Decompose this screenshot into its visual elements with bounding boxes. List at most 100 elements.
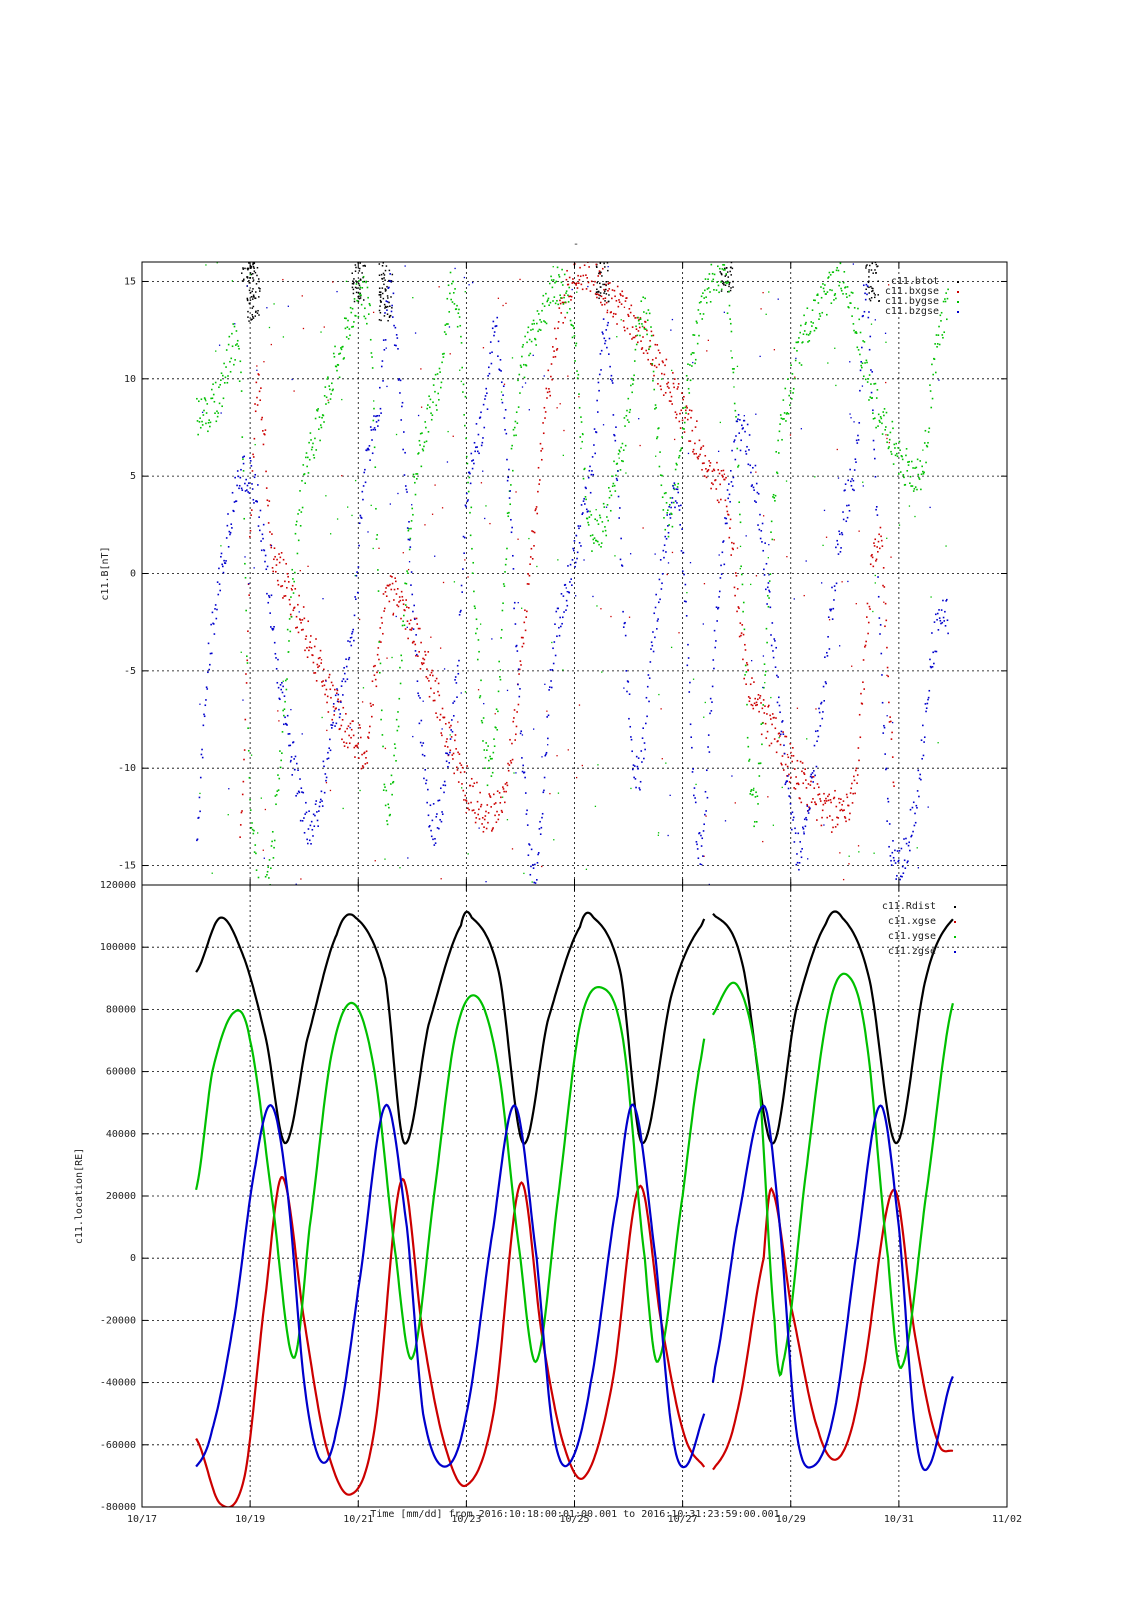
- data-point: [621, 290, 624, 293]
- data-point: [573, 540, 576, 542]
- data-point: [790, 751, 792, 754]
- data-point: [534, 882, 537, 884]
- data-point: [389, 273, 391, 275]
- data-point: [391, 576, 393, 578]
- data-point: [652, 631, 654, 633]
- data-point: [713, 273, 716, 276]
- data-point: [239, 836, 241, 838]
- data-point: [849, 812, 851, 815]
- data-point: [384, 269, 387, 272]
- data-point: [567, 301, 570, 303]
- data-point: [530, 547, 533, 550]
- data-point: [755, 501, 757, 504]
- data-point: [764, 705, 766, 707]
- data-point: [767, 605, 770, 608]
- data-point: [907, 860, 909, 863]
- data-point: [395, 760, 397, 762]
- data-point: [650, 648, 652, 650]
- data-point: [376, 653, 379, 656]
- data-point: [624, 444, 627, 447]
- data-point: [331, 718, 334, 721]
- data-point: [670, 400, 672, 403]
- data-point: [357, 742, 359, 745]
- data-point: [637, 768, 639, 770]
- data-point: [759, 762, 762, 764]
- data-point: [251, 483, 253, 485]
- data-point: [363, 315, 366, 318]
- data-point: [450, 736, 453, 738]
- data-point: [570, 578, 572, 580]
- data-point: [266, 307, 268, 309]
- data-point: [242, 224, 244, 226]
- data-point: [751, 484, 753, 486]
- data-point: [717, 265, 719, 268]
- data-point: [404, 451, 406, 454]
- data-point: [378, 263, 381, 265]
- data-point: [350, 736, 352, 739]
- data-point: [940, 622, 942, 625]
- data-point: [630, 736, 632, 738]
- data-point: [705, 769, 708, 772]
- data-point: [419, 444, 421, 446]
- data-point: [927, 441, 929, 444]
- data-point: [660, 378, 663, 380]
- data-point: [737, 413, 740, 416]
- data-point: [766, 641, 768, 644]
- data-point: [505, 558, 508, 560]
- data-point: [482, 437, 484, 439]
- data-point: [861, 366, 863, 369]
- data-point: [510, 762, 513, 764]
- data-point: [620, 446, 622, 449]
- data-point: [726, 282, 728, 285]
- data-point: [631, 750, 633, 753]
- data-point: [866, 247, 868, 249]
- data-point: [711, 701, 713, 703]
- data-point: [218, 402, 221, 405]
- data-point: [453, 303, 456, 305]
- data-point: [385, 300, 388, 302]
- data-point: [843, 816, 846, 818]
- data-point: [497, 818, 500, 821]
- data-point: [518, 373, 521, 376]
- data-point: [386, 285, 388, 288]
- data-point: [314, 417, 317, 420]
- data-point: [600, 542, 603, 544]
- data-point: [444, 723, 447, 725]
- data-point: [419, 667, 422, 670]
- data-point: [381, 287, 384, 289]
- data-point: [524, 609, 526, 612]
- data-point: [438, 799, 441, 802]
- data-point: [323, 421, 325, 423]
- data-point: [704, 813, 706, 816]
- data-point: [240, 468, 242, 471]
- data-point: [359, 514, 362, 517]
- data-point: [301, 479, 303, 482]
- data-point: [294, 588, 297, 590]
- data-point: [251, 488, 254, 490]
- data-point: [723, 282, 725, 284]
- y-tick-label: 100000: [100, 942, 136, 953]
- data-point: [461, 591, 464, 593]
- data-point: [857, 434, 859, 437]
- data-point: [392, 780, 395, 783]
- data-point: [399, 666, 401, 669]
- data-point: [401, 659, 403, 662]
- data-point: [731, 541, 733, 544]
- data-point: [637, 316, 639, 319]
- data-point: [585, 508, 588, 511]
- data-point: [729, 527, 731, 529]
- data-point: [319, 424, 322, 426]
- data-point: [623, 306, 626, 308]
- data-point: [867, 632, 869, 635]
- data-point: [375, 685, 378, 688]
- data-point: [548, 390, 551, 393]
- data-point: [252, 305, 255, 308]
- data-point: [622, 626, 625, 628]
- data-point: [661, 372, 663, 375]
- data-point: [315, 800, 318, 802]
- data-point: [442, 356, 445, 358]
- data-point: [506, 479, 509, 482]
- data-point: [278, 561, 281, 564]
- data-point: [878, 547, 881, 550]
- data-point: [478, 696, 481, 699]
